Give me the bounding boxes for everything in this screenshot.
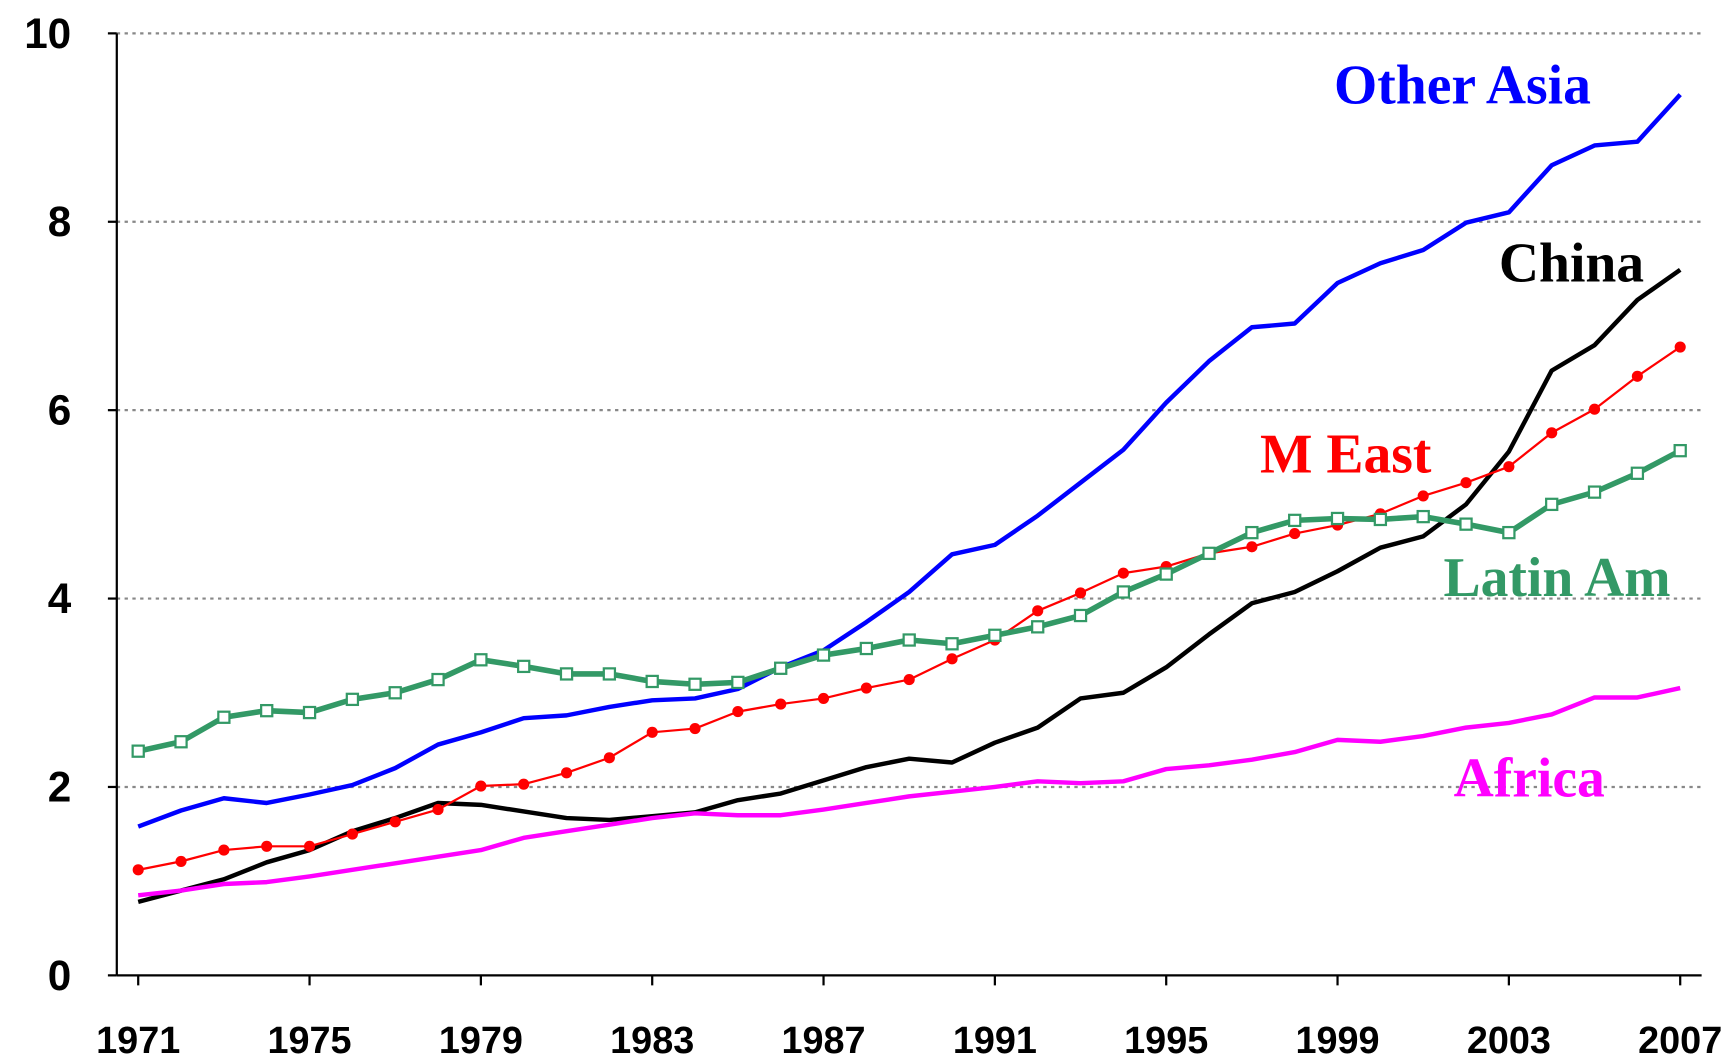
x-tick-label: 2003 [1467,1020,1551,1061]
point [345,692,360,707]
point [1460,477,1472,489]
point [388,686,402,700]
point [1116,585,1131,599]
point [945,637,959,651]
y-tick-label: 2 [48,763,72,810]
point [432,804,444,816]
point [1246,541,1258,553]
series-label: Latin Am [1444,547,1671,609]
point [1674,341,1686,353]
point [859,641,874,656]
point [175,855,187,867]
point [1031,620,1045,634]
point [688,677,702,691]
point [517,659,531,674]
point [132,864,144,876]
point [903,674,915,686]
y-tick-label: 6 [48,387,72,434]
x-tick-label: 1971 [96,1020,180,1061]
x-tick-label: 1995 [1124,1020,1208,1061]
x-tick-label: 1979 [439,1020,523,1061]
point [1631,370,1643,382]
x-tick-label: 1987 [781,1020,865,1061]
point [1588,403,1601,415]
y-tick-label: 0 [48,952,72,999]
point [1373,512,1388,527]
point [731,675,745,690]
point [261,840,273,852]
point [775,698,787,710]
point [1503,461,1515,473]
point [603,752,615,764]
series-label: China [1499,232,1644,294]
x-tick-label: 1983 [610,1020,694,1061]
point [560,767,573,779]
point [646,726,658,738]
point [1673,443,1687,458]
point [174,735,188,749]
point [302,705,317,720]
y-tick-label: 4 [48,575,72,622]
x-tick-label: 1975 [267,1020,351,1061]
point [1330,511,1345,526]
x-tick-label: 2007 [1638,1020,1722,1061]
point [774,661,788,675]
point [389,816,401,828]
point [1074,587,1087,599]
x-tick-label: 1991 [953,1020,1037,1061]
point [645,674,659,689]
point [1546,427,1558,439]
point [732,706,744,718]
point [1117,567,1129,579]
point [131,744,145,758]
series-line [137,93,1682,829]
point [217,710,231,724]
point [1416,509,1430,524]
x-tick-label: 1999 [1295,1020,1379,1061]
point [1545,497,1559,512]
point [1587,485,1602,499]
point [816,648,831,662]
point [1630,466,1645,480]
point [474,653,488,667]
point [689,722,701,735]
point [946,653,958,665]
point [260,703,274,718]
point [988,628,1002,642]
point [518,778,530,790]
point [1289,528,1301,540]
point [1202,546,1216,561]
point [1245,525,1259,540]
point [1073,608,1088,623]
point [431,672,445,687]
point [1032,605,1044,617]
y-tick-label: 8 [48,198,72,245]
point [475,780,487,792]
point [346,828,358,840]
point [303,840,316,852]
point [1417,490,1429,502]
point [817,692,830,704]
series-label: Other Asia [1334,54,1591,116]
point [602,667,617,681]
point [1288,513,1302,528]
point [860,682,872,694]
point [559,667,574,681]
point [1159,567,1173,581]
y-tick-label: 10 [24,10,71,57]
point [1502,525,1516,540]
point [218,844,230,856]
point [902,633,916,647]
series-line [137,685,1681,898]
series-label: Africa [1454,747,1605,809]
series-label: M East [1260,424,1432,486]
point [1459,517,1473,531]
